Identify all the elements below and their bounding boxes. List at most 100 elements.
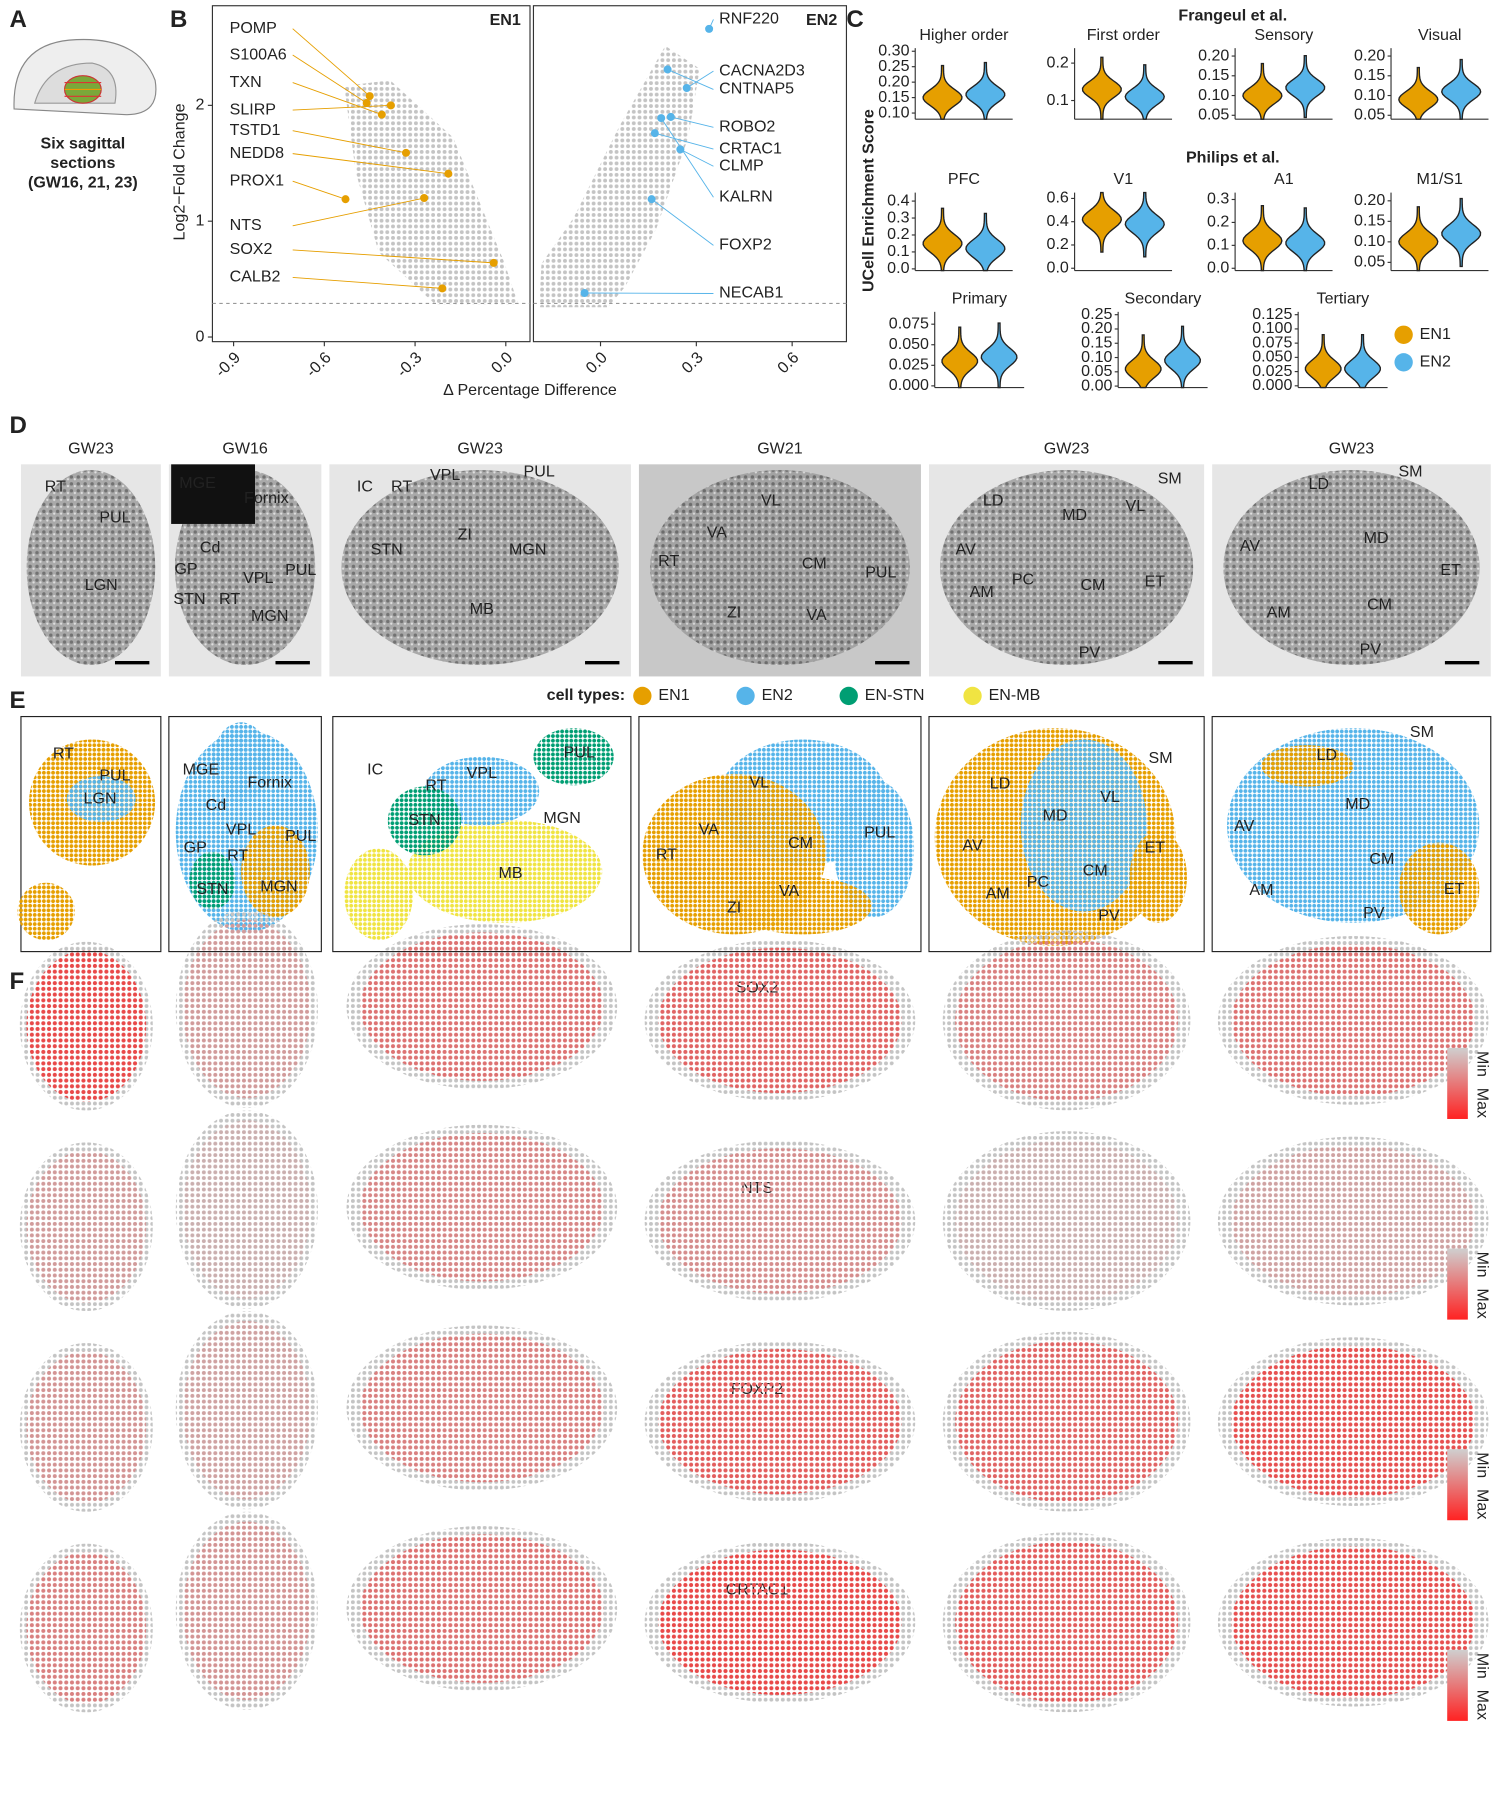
violin-title: Higher order [919, 26, 1009, 44]
violin [1304, 334, 1342, 389]
cell-cluster [1399, 842, 1480, 935]
violin [1164, 325, 1202, 389]
y-tick-label: 0.25 [878, 57, 909, 75]
legend-title: cell types: [547, 686, 625, 704]
caption: Six sagittal [41, 135, 126, 153]
violin [980, 322, 1018, 389]
histology-tissue [341, 470, 619, 665]
violin [965, 61, 1006, 120]
gene-label: PROX1 [230, 171, 284, 189]
gene-point [663, 65, 672, 74]
y-tick-label: 0.15 [1354, 212, 1385, 230]
image-title: GW16 [222, 440, 268, 458]
caption: (GW16, 21, 23) [28, 174, 138, 192]
expression-signal [182, 1120, 311, 1299]
region-label: VL [749, 773, 769, 791]
plot-frame [211, 5, 531, 343]
scale-gradient [1447, 1449, 1468, 1521]
point-cloud [344, 80, 519, 305]
y-tick-label: 0.075 [1252, 333, 1292, 351]
gene-label: NTS [230, 216, 262, 234]
leader-line [654, 132, 714, 150]
violin [1081, 56, 1122, 120]
gene-point [666, 112, 675, 121]
panel-label: F [9, 968, 24, 995]
gene-point [580, 288, 589, 298]
region-label: SM [1158, 469, 1182, 487]
region-label: VA [707, 523, 728, 541]
leader-line [292, 104, 391, 111]
region-label: MD [1345, 795, 1370, 813]
legend-label: EN1 [658, 686, 689, 704]
gene-point [676, 145, 685, 154]
gene-point [438, 284, 447, 293]
y-tick-label: 0.000 [1252, 376, 1292, 394]
region-label: PV [1363, 904, 1385, 922]
panel-label: A [9, 6, 26, 33]
region-label: RT [425, 777, 446, 795]
region-label: VA [807, 606, 828, 624]
x-axis-label: Δ Percentage Difference [443, 381, 617, 399]
leader-line [292, 249, 494, 264]
scale-min: Min [1473, 1653, 1491, 1679]
violin [1398, 66, 1439, 120]
region-label: RT [391, 477, 412, 495]
region-label: LGN [85, 576, 118, 594]
leader-line [292, 180, 346, 200]
gene-point [386, 101, 395, 110]
region-label: ET [1444, 880, 1465, 898]
violin [1124, 334, 1162, 389]
gene-point [647, 195, 656, 204]
legend-swatch [963, 686, 982, 706]
violin [1398, 206, 1439, 272]
cell-cluster [533, 728, 614, 786]
region-label: MGN [509, 541, 546, 559]
legend-label: EN1 [1420, 325, 1451, 343]
region-label: RT [53, 745, 74, 763]
region-label: PC [1027, 873, 1049, 891]
gene-point [365, 92, 374, 101]
y-tick-label: 0.20 [1354, 191, 1385, 209]
panel-label: D [9, 412, 26, 439]
heading: Frangeul et al. [1178, 6, 1287, 24]
region-label: AM [986, 885, 1010, 903]
region-label: ET [1145, 573, 1166, 591]
gene-point [401, 148, 411, 157]
gene-label: SOX2 [230, 240, 273, 258]
y-tick-label: 0.15 [1198, 66, 1229, 84]
region-label: GP [174, 560, 197, 578]
gene-label: NECAB1 [719, 284, 783, 302]
violin [1344, 334, 1381, 389]
y-tick-label: 0.10 [1198, 86, 1229, 104]
leader-line [292, 153, 449, 175]
panel-a-illustration [13, 38, 157, 116]
panel-label: E [9, 687, 25, 714]
region-label: MB [498, 864, 522, 882]
expression-signal [658, 947, 902, 1094]
region-label: VPL [226, 820, 256, 838]
region-label: Cd [206, 796, 227, 814]
y-tick-label: 0.125 [1252, 305, 1292, 323]
histology-dark [171, 464, 256, 524]
region-label: MGN [251, 607, 288, 625]
histology-tissue [1223, 470, 1480, 665]
violin-title: Visual [1418, 26, 1461, 44]
region-label: MGE [179, 474, 216, 492]
region-label: STN [196, 880, 228, 898]
violin-title: Secondary [1125, 289, 1202, 307]
region-label: IC [357, 477, 373, 495]
y-tick-label: 0.025 [889, 356, 929, 374]
region-label: STN [173, 590, 205, 608]
region-label: PUL [285, 561, 316, 579]
region-label: AM [1267, 604, 1291, 622]
gene-point [444, 169, 453, 178]
x-tick-label: 0.6 [774, 348, 803, 377]
region-label: AV [1240, 537, 1261, 555]
x-tick-label: 0.0 [488, 348, 517, 377]
region-label: PV [1079, 644, 1101, 662]
region-label: CM [788, 834, 813, 852]
region-label: Fornix [244, 489, 289, 507]
region-label: MD [1364, 529, 1389, 547]
y-tick-label: 0.1 [1207, 236, 1229, 254]
